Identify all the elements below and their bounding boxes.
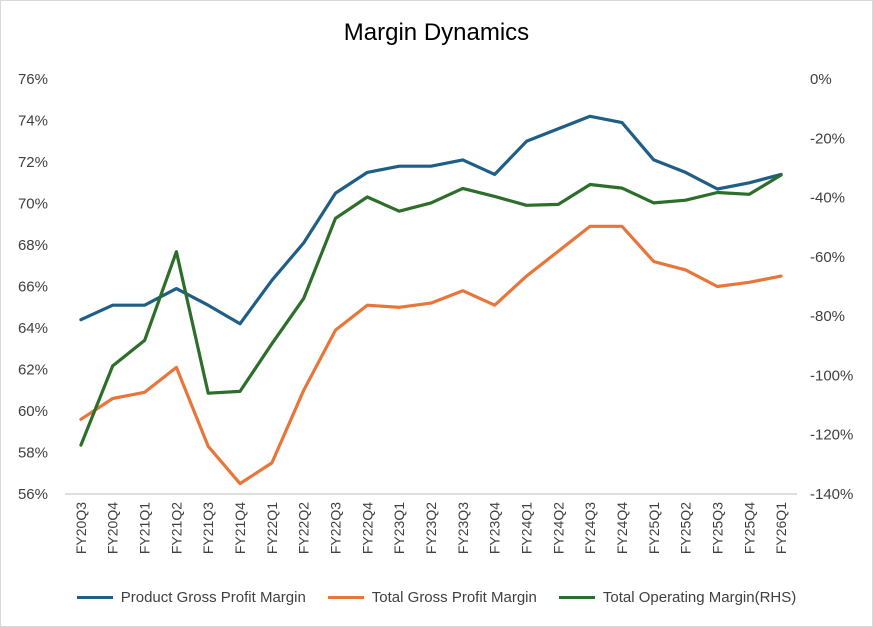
left-axis-tick-label: 74% [18, 113, 48, 130]
x-axis-tick-label: FY23Q3 [455, 502, 471, 554]
left-axis-tick-label: 68% [18, 237, 48, 254]
x-axis-tick-label: FY22Q1 [264, 502, 280, 554]
chart-title: Margin Dynamics [343, 19, 530, 46]
x-axis-tick-label: FY24Q3 [582, 502, 598, 554]
left-axis-tick-label: 62% [18, 362, 48, 379]
x-axis-tick-label: FY22Q3 [328, 502, 344, 554]
legend-label: Total Operating Margin(RHS) [602, 588, 797, 606]
x-axis-tick-label: FY25Q4 [741, 502, 757, 554]
left-axis-tick-label: 58% [18, 445, 48, 462]
right-axis-tick-label: -120% [810, 427, 853, 444]
x-axis-tick-label: FY23Q2 [423, 502, 439, 554]
x-axis-tick-label: FY21Q3 [200, 502, 216, 554]
x-axis-tick-label: FY20Q3 [73, 502, 89, 554]
legend-item-1: Product Gross Profit Margin [76, 588, 306, 606]
series-line-1 [79, 114, 783, 326]
x-axis-tick-label: FY26Q1 [773, 502, 789, 554]
x-axis-tick-label: FY23Q4 [487, 502, 503, 554]
x-axis-tick-label: FY21Q2 [168, 502, 184, 554]
right-axis-tick-label: 0% [810, 71, 832, 88]
legend: Product Gross Profit Margin Total Gross P… [1, 585, 872, 609]
series-line-3 [79, 173, 783, 447]
left-axis-tick-label: 64% [18, 320, 48, 337]
legend-item-2: Total Gross Profit Margin [327, 588, 537, 606]
x-axis-tick-label: FY23Q1 [391, 502, 407, 554]
legend-item-3: Total Operating Margin(RHS) [558, 588, 797, 606]
left-axis-tick-label: 66% [18, 279, 48, 296]
x-axis-tick-label: FY21Q4 [232, 502, 248, 554]
left-axis-tick-label: 70% [18, 196, 48, 213]
left-axis-tick-label: 60% [18, 403, 48, 420]
x-axis-tick-label: FY20Q4 [105, 502, 121, 554]
right-axis-tick-label: -140% [810, 486, 853, 503]
right-axis-tick-label: -20% [810, 130, 845, 147]
left-axis-tick-label: 72% [18, 154, 48, 171]
series-line-2 [79, 224, 783, 486]
legend-swatch [327, 595, 364, 599]
x-axis-tick-label: FY22Q4 [359, 502, 375, 554]
x-axis-tick-label: FY21Q1 [137, 502, 153, 554]
right-axis-tick-label: -80% [810, 308, 845, 325]
right-axis-tick-label: -40% [810, 190, 845, 207]
right-axis-tick-label: -100% [810, 367, 853, 384]
legend-label: Total Gross Profit Margin [371, 588, 537, 606]
right-axis-tick-label: -60% [810, 249, 845, 266]
x-axis-tick-label: FY24Q1 [518, 502, 534, 554]
legend-swatch [558, 595, 595, 599]
x-axis-tick-label: FY25Q2 [678, 502, 694, 554]
legend-swatch [76, 595, 113, 599]
x-axis-tick-label: FY22Q2 [296, 502, 312, 554]
left-axis-tick-label: 56% [18, 486, 48, 503]
x-axis-tick-label: FY24Q4 [614, 502, 630, 554]
legend-label: Product Gross Profit Margin [120, 588, 306, 606]
x-axis-tick-label: FY24Q2 [550, 502, 566, 554]
left-axis-tick-label: 76% [18, 71, 48, 88]
x-axis-tick-label: FY25Q1 [646, 502, 662, 554]
x-axis-tick-label: FY25Q3 [709, 502, 725, 554]
